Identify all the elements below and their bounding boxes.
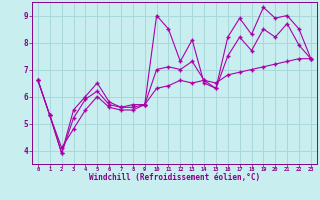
X-axis label: Windchill (Refroidissement éolien,°C): Windchill (Refroidissement éolien,°C) [89, 173, 260, 182]
